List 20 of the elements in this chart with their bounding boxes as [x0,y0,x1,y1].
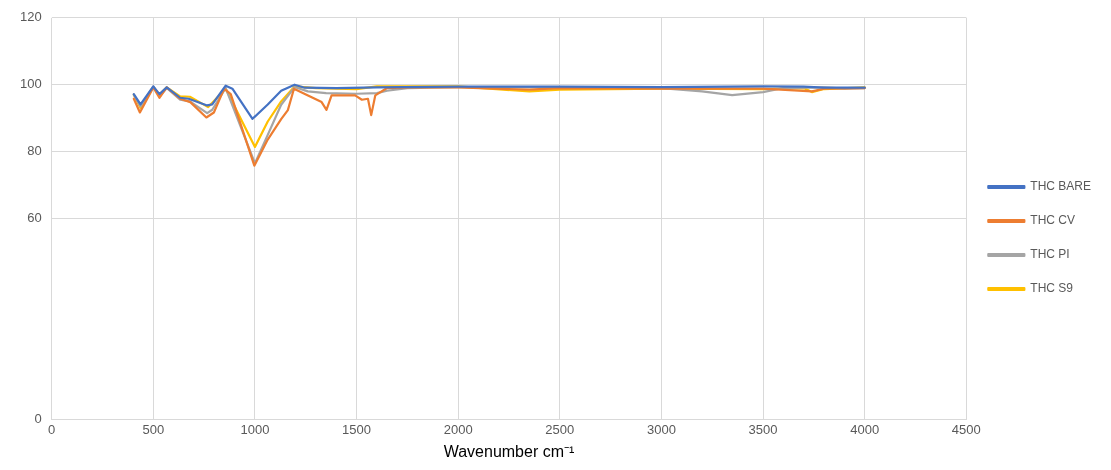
x-tick-label: 4000 [850,421,880,437]
x-tick-label: 0 [48,421,56,437]
legend-label: THC BARE [1030,179,1092,194]
legend-label: THC PI [1030,247,1070,262]
x-tick-label: 1000 [240,421,270,437]
legend-label: THC CV [1030,213,1075,228]
x-tick-label: 500 [142,421,165,437]
y-tick-label: 80 [27,143,42,159]
legend-label: THC S9 [1030,281,1074,296]
y-tick-label: 0 [34,410,42,426]
x-axis-title: Wavenumber cm⁻¹ [443,442,575,460]
y-tick-label: 120 [19,9,42,25]
y-tick-label: 100 [19,76,42,92]
x-tick-label: 2500 [545,421,575,437]
x-tick-label: 3000 [646,421,676,437]
x-tick-label: 1500 [342,421,372,437]
x-tick-label: 2000 [443,421,473,437]
y-tick-label: 60 [27,210,42,226]
x-tick-label: 3500 [748,421,778,437]
x-tick-label: 4500 [951,421,981,437]
